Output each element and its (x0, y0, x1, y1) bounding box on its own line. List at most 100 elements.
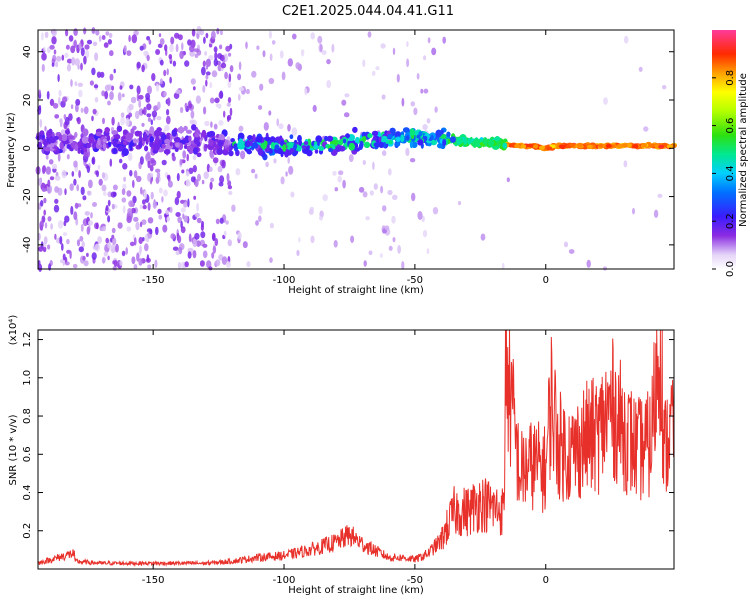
spectrogram-cell (641, 143, 648, 148)
spectrogram-cell (403, 127, 410, 133)
spectrogram-cell (149, 136, 154, 143)
spectrogram-cell (142, 204, 147, 210)
x-tick-label: -50 (407, 575, 423, 586)
spectrogram-cell (245, 88, 250, 95)
spectrogram-cell (231, 204, 236, 212)
spectrogram-cell (212, 157, 219, 164)
spectrogram-cell (432, 207, 439, 215)
spectrogram-cell (70, 79, 73, 87)
y-tick-label: 40 (22, 45, 33, 58)
spectrogram-cell (105, 31, 110, 36)
spectrogram-cell (92, 141, 96, 150)
spectrogram-cell (111, 130, 119, 136)
spectrogram-cell (191, 28, 196, 37)
spectrogram-cell (238, 61, 242, 71)
spectrogram-cell (382, 150, 387, 157)
spectrogram-cell (127, 208, 133, 214)
spectrogram-cell (502, 142, 508, 149)
spectrogram-cell (252, 142, 259, 149)
spectrogram-cell (355, 137, 360, 145)
spectrogram-cell (238, 125, 244, 132)
y-tick-label: 1.2 (22, 332, 33, 348)
spectrogram-cell (111, 85, 114, 91)
spectrogram-cell (264, 136, 272, 142)
spectrogram-cell (401, 261, 405, 270)
spectrogram-cell (626, 143, 633, 148)
spectrogram-cell (88, 179, 93, 189)
spectrogram-cell (131, 207, 136, 214)
spectrogram-cell (372, 130, 379, 136)
spectrogram-cell (60, 259, 65, 264)
spectrogram-cell (74, 202, 79, 209)
snr-x-ticks: -150 -100 -50 0 (142, 330, 549, 586)
spectrogram-cell (90, 212, 93, 219)
spectrogram-cell (49, 137, 56, 144)
spectrogram-cell (44, 222, 48, 229)
spectrogram-cell (183, 215, 189, 223)
spectrogram-cell (211, 30, 216, 40)
spectrogram-cell (381, 135, 388, 143)
spectrogram-cell (129, 84, 134, 90)
spectrogram-cell (177, 127, 185, 134)
spectrogram-cell (56, 55, 62, 62)
spectrogram-cell (73, 28, 78, 36)
spectrogram-cell (141, 219, 147, 226)
spectrogram-cell (423, 88, 429, 94)
spectrogram-cell (494, 136, 501, 141)
colorbar-tick-label: 0.2 (725, 213, 736, 229)
spectrogram-cell (128, 103, 134, 111)
spectrogram-cell (214, 97, 220, 104)
spectrogram-cell (94, 52, 99, 61)
spectrogram-cell (215, 218, 220, 225)
spectrogram-cell (51, 163, 58, 170)
spectrogram-cell (120, 112, 125, 118)
spectrogram-cell (242, 241, 248, 249)
spectrogram-cell (78, 42, 82, 50)
spectrogram-cell (260, 142, 267, 150)
spectrogram-cell (51, 36, 57, 45)
spectrogram-cell (211, 70, 218, 78)
spectrogram-cell (111, 234, 115, 239)
spectrogram-cell (86, 252, 89, 257)
spectrogram-cell (138, 236, 143, 245)
spectrogram-cell (396, 73, 400, 83)
spectrogram-cell (190, 176, 196, 183)
spectrogram-cell (43, 209, 46, 216)
spectrogram-cell (314, 149, 319, 154)
spectrogram-cell (362, 160, 366, 165)
spectrogram-cell (105, 237, 109, 244)
spectrogram-cell (352, 126, 358, 133)
snr-plot-area (38, 330, 674, 569)
spectrogram-cell (632, 207, 635, 215)
spectrogram-cell (133, 216, 139, 222)
spectrogram-cell (134, 130, 141, 137)
x-tick-label: 0 (543, 275, 549, 286)
spectrogram-cell (37, 232, 41, 241)
spectrogram-cell (348, 142, 356, 151)
spectrogram-cell (35, 135, 43, 140)
spectrogram-cell (388, 245, 393, 251)
spectrogram-cell (166, 216, 170, 222)
spectrogram-cell (176, 173, 180, 182)
spectrogram-cell (76, 184, 80, 192)
spectrogram-cell (194, 53, 199, 59)
spectrogram-cell (112, 184, 118, 191)
spectrogram-cell (82, 128, 89, 137)
spectrogram-cell (139, 45, 144, 51)
spectrogram-cell (58, 89, 62, 97)
spectrogram-cell (83, 55, 87, 65)
spectrogram-cell (78, 89, 83, 98)
spectrogram-cell (97, 137, 101, 146)
spectrogram-cell (358, 186, 365, 193)
spectrogram-cell (152, 200, 157, 209)
spectrogram-cell (190, 78, 196, 85)
spectrogram-cell (107, 215, 111, 223)
spectrogram-cell (76, 116, 81, 125)
spectrogram-cell (73, 39, 78, 48)
spectrogram-cell (226, 102, 231, 107)
spectrogram-cell (208, 139, 214, 147)
spectrogram-cell (100, 71, 105, 78)
spectrogram-cell (96, 71, 102, 78)
spectrogram-cell (80, 107, 84, 113)
spectrogram-cell (132, 179, 135, 189)
